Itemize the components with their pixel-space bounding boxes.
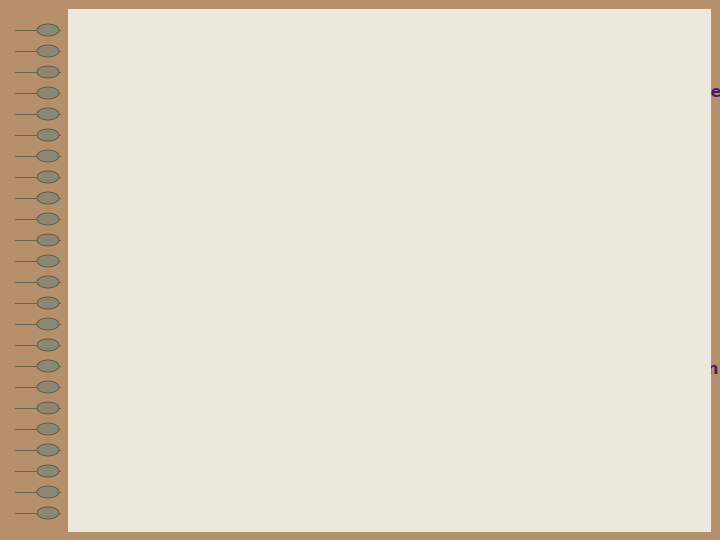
Text: single-stranded templates to polymerase action.: single-stranded templates to polymerase … bbox=[85, 428, 527, 443]
Text: opposite directions.  Unwinding the DNA Helix  Semiconservative: opposite directions. Unwinding the DNA H… bbox=[85, 384, 678, 399]
Text: , which move in: , which move in bbox=[577, 362, 719, 377]
Ellipse shape bbox=[37, 297, 59, 309]
Ellipse shape bbox=[37, 129, 59, 141]
Ellipse shape bbox=[37, 444, 59, 456]
Ellipse shape bbox=[37, 234, 59, 246]
Ellipse shape bbox=[37, 24, 59, 36]
Ellipse shape bbox=[37, 255, 59, 267]
Text: Bidirectional replication involves two: Bidirectional replication involves two bbox=[85, 362, 428, 377]
Ellipse shape bbox=[37, 507, 59, 519]
Ellipse shape bbox=[37, 45, 59, 57]
Text: Replication Is Bidirectional: Replication Is Bidirectional bbox=[88, 42, 405, 62]
Text: Bidirectional
replication: Bidirectional replication bbox=[351, 221, 430, 243]
Text: Replication of DNA molecules begins at one or more unique sites called: Replication of DNA molecules begins at o… bbox=[85, 85, 720, 100]
Text: replication depends on unwinding the DNA double helix to expose: replication depends on unwinding the DNA… bbox=[85, 406, 685, 421]
Ellipse shape bbox=[37, 339, 59, 351]
Ellipse shape bbox=[37, 192, 59, 204]
Ellipse shape bbox=[37, 171, 59, 183]
Text: origin(s) of replication.: origin(s) of replication. bbox=[85, 108, 294, 123]
Ellipse shape bbox=[37, 318, 59, 330]
Ellipse shape bbox=[37, 150, 59, 162]
Ellipse shape bbox=[37, 66, 59, 78]
Ellipse shape bbox=[37, 402, 59, 414]
Ellipse shape bbox=[37, 486, 59, 498]
Ellipse shape bbox=[37, 381, 59, 393]
Ellipse shape bbox=[37, 465, 59, 477]
Ellipse shape bbox=[37, 213, 59, 225]
Ellipse shape bbox=[37, 108, 59, 120]
Ellipse shape bbox=[37, 423, 59, 435]
Ellipse shape bbox=[37, 87, 59, 99]
Ellipse shape bbox=[37, 360, 59, 372]
Text: replication forks: replication forks bbox=[428, 362, 577, 377]
Ellipse shape bbox=[37, 276, 59, 288]
